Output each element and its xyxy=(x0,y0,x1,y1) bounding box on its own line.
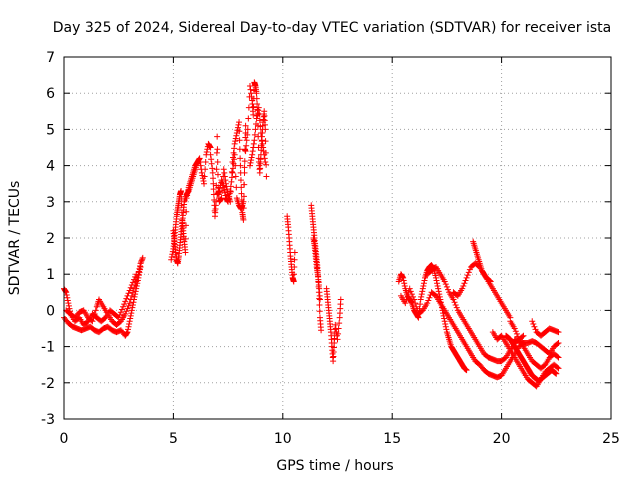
y-axis-title: SDTVAR / TECUs xyxy=(7,181,23,296)
plot-frame xyxy=(63,56,612,420)
grid-lines xyxy=(64,57,611,419)
y-tick-label: -2 xyxy=(41,376,55,392)
x-tick-label: 20 xyxy=(493,431,511,447)
y-tick-label: 7 xyxy=(46,50,55,66)
y-tick-label: 5 xyxy=(46,122,55,138)
x-tick-label: 10 xyxy=(274,431,292,447)
y-tick-label: 3 xyxy=(46,195,55,211)
y-tick-label: 2 xyxy=(46,231,55,247)
x-tick-labels: 0 5 10 15 20 25 xyxy=(60,431,620,447)
y-tick-labels: -3 -2 -1 0 1 2 3 4 5 6 7 xyxy=(41,50,55,428)
y-tick-label: 1 xyxy=(46,267,55,283)
x-tick-label: 15 xyxy=(383,431,401,447)
x-tick-label: 25 xyxy=(602,431,620,447)
y-tick-label: -3 xyxy=(41,412,55,428)
x-tick-label: 0 xyxy=(60,431,69,447)
y-tick-label: 6 xyxy=(46,86,55,102)
x-axis-title: GPS time / hours xyxy=(276,458,393,474)
series-points xyxy=(61,79,562,390)
y-tick-label: 0 xyxy=(46,303,55,319)
y-tick-label: -1 xyxy=(41,340,55,356)
data-points xyxy=(61,79,562,390)
x-tick-label: 5 xyxy=(169,431,178,447)
chart-title: Day 325 of 2024, Sidereal Day-to-day VTE… xyxy=(53,20,611,36)
y-tick-label: 4 xyxy=(46,159,55,175)
